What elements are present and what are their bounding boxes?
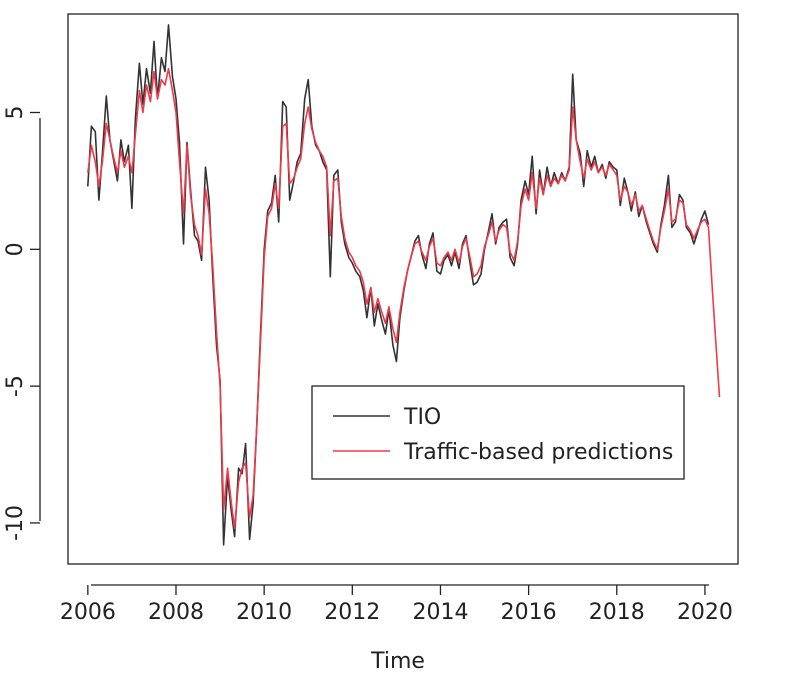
- x-tick-label: 2016: [501, 600, 557, 625]
- x-tick-label: 2020: [677, 600, 733, 625]
- y-tick-label: -10: [3, 505, 28, 541]
- x-tick-label: 2008: [148, 600, 204, 625]
- legend-box: [311, 385, 685, 480]
- y-tick-label: 0: [3, 242, 28, 256]
- y-tick-label: 5: [3, 106, 28, 120]
- legend-label-predictions: Traffic-based predictions: [403, 440, 673, 465]
- series-layer: [87, 24, 721, 546]
- x-axis: 2006 2008 2010 2012 2014 2016 2018 2020: [60, 584, 733, 625]
- x-axis-title: Time: [370, 649, 425, 674]
- plot-frame: [67, 13, 739, 565]
- y-axis: -10 -5 0 5: [3, 106, 41, 541]
- legend-label-tio: TIO: [403, 405, 441, 430]
- predictions-series-line: [87, 67, 721, 530]
- legend: TIO Traffic-based predictions: [311, 385, 685, 480]
- x-tick-label: 2010: [236, 600, 292, 625]
- x-tick-label: 2006: [60, 600, 116, 625]
- x-tick-label: 2018: [589, 600, 645, 625]
- x-tick-label: 2014: [412, 600, 468, 625]
- y-tick-label: -5: [3, 375, 28, 397]
- x-tick-label: 2012: [324, 600, 380, 625]
